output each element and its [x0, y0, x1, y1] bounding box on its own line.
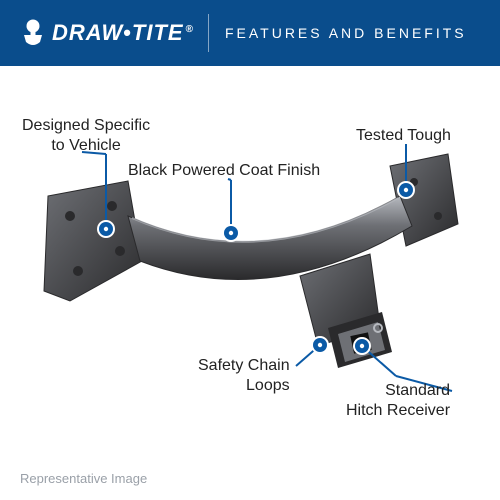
tagline: FEATURES AND BENEFITS	[225, 25, 467, 41]
callout-marker-tested	[397, 181, 415, 199]
callout-marker-finish	[222, 224, 240, 242]
diagram-canvas: Designed Specific to Vehicle Black Powere…	[0, 66, 500, 500]
callout-label-receiver: Standard Hitch Receiver	[346, 381, 450, 421]
callout-label-designed: Designed Specific to Vehicle	[22, 116, 150, 156]
callout-marker-chain	[311, 336, 329, 354]
callout-label-chain: Safety Chain Loops	[198, 356, 290, 396]
infographic-root: DRAW•TITE® FEATURES AND BENEFITS Designe…	[0, 0, 500, 500]
footer-note: Representative Image	[20, 471, 147, 486]
callout-marker-designed	[97, 220, 115, 238]
brand-name: DRAW•TITE®	[52, 20, 194, 46]
callout-label-finish: Black Powered Coat Finish	[128, 161, 320, 181]
hitch-ball-logo-icon	[20, 18, 46, 48]
header-bar: DRAW•TITE® FEATURES AND BENEFITS	[0, 0, 500, 66]
brand-block: DRAW•TITE®	[0, 14, 209, 52]
callout-marker-receiver	[353, 337, 371, 355]
callout-label-tested: Tested Tough	[356, 126, 451, 146]
